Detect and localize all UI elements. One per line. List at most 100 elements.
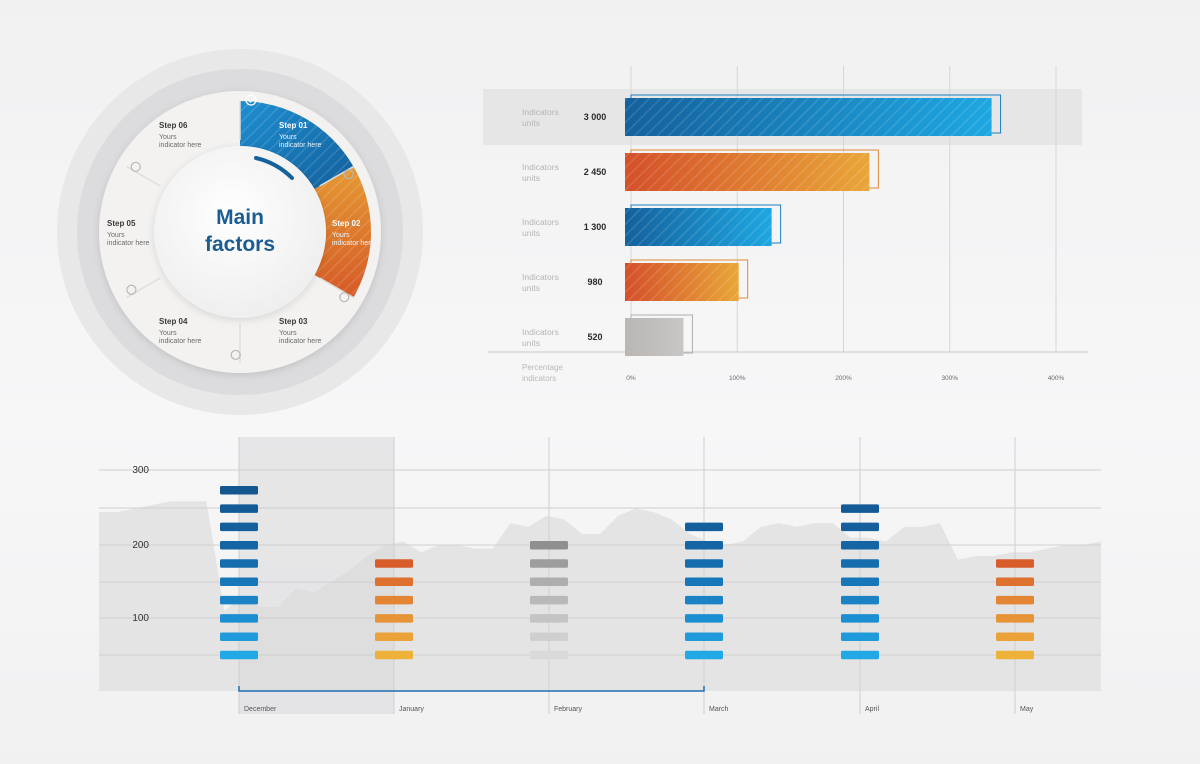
segment-march[interactable] <box>685 559 723 568</box>
segment-january[interactable] <box>375 559 413 568</box>
segment-december[interactable] <box>220 632 258 641</box>
segment-may[interactable] <box>996 650 1034 660</box>
step-4-text-line1: Yours <box>159 330 177 337</box>
segment-march[interactable] <box>685 540 723 550</box>
step-2-title: Step 02 <box>332 219 361 228</box>
center-title-line2: factors <box>205 233 275 256</box>
step-1-text-line2: indicator here <box>279 142 322 149</box>
month-label: April <box>865 706 879 713</box>
segment-december[interactable] <box>220 614 258 623</box>
segment-december[interactable] <box>220 595 258 605</box>
y-tick-label: 300 <box>132 465 149 476</box>
check-icon <box>245 94 257 106</box>
month-label: May <box>1020 706 1034 713</box>
row-label-line2: units <box>522 173 540 183</box>
month-label: March <box>709 706 729 713</box>
bar-texture <box>625 208 772 246</box>
segment-may[interactable] <box>996 559 1034 568</box>
segment-may[interactable] <box>996 632 1034 641</box>
segment-march[interactable] <box>685 650 723 660</box>
step-dot-icon <box>126 284 137 295</box>
center-title-line1: Main <box>216 206 264 229</box>
segment-march[interactable] <box>685 522 723 532</box>
monthly-segment-chart: 300 200 100 December January February March Ap… <box>99 437 1101 714</box>
step-dot-icon <box>343 169 354 180</box>
segment-december[interactable] <box>220 504 258 513</box>
row-label-line2: units <box>522 118 540 128</box>
segment-december[interactable] <box>220 486 258 495</box>
step-dot-icon <box>230 349 241 361</box>
bar-value-label: 3 000 <box>584 112 607 122</box>
wheel-slice-step-6[interactable] <box>126 101 240 189</box>
row-label-line1: Indicators <box>522 162 559 172</box>
segment-april[interactable] <box>841 614 879 623</box>
segment-march[interactable] <box>685 632 723 641</box>
segment-april[interactable] <box>841 540 879 550</box>
bar-value-label: 2 450 <box>584 167 607 177</box>
y-tick-label: 100 <box>132 613 149 624</box>
segment-january[interactable] <box>375 577 413 587</box>
row-label-line1: Indicators <box>522 107 559 117</box>
bar-texture <box>625 263 739 301</box>
x-tick-label: 300% <box>941 375 958 382</box>
segment-january[interactable] <box>375 595 413 605</box>
segment-april[interactable] <box>841 595 879 605</box>
segment-december[interactable] <box>220 522 258 532</box>
segment-february[interactable] <box>530 540 568 550</box>
segment-april[interactable] <box>841 504 879 513</box>
step-2-text-line2: indicator here <box>332 240 375 247</box>
segment-april[interactable] <box>841 559 879 568</box>
bar-5[interactable] <box>625 318 684 356</box>
step-3-text-line1: Yours <box>279 330 297 337</box>
x-tick-label: 200% <box>835 375 852 382</box>
segment-december[interactable] <box>220 559 258 568</box>
segment-april[interactable] <box>841 522 879 532</box>
wheel-slice-step-5[interactable] <box>109 166 166 298</box>
row-label-line2: units <box>522 338 540 348</box>
wheel-slice-step-3[interactable] <box>240 275 354 363</box>
step-6-text-line1: Yours <box>159 134 177 141</box>
segment-april[interactable] <box>841 650 879 660</box>
segment-march[interactable] <box>685 614 723 623</box>
segment-february[interactable] <box>530 559 568 568</box>
segment-april[interactable] <box>841 577 879 587</box>
segment-may[interactable] <box>996 614 1034 623</box>
step-6-text-line2: indicator here <box>159 142 202 149</box>
step-5-text-line1: Yours <box>107 232 125 239</box>
x-tick-label: 0% <box>626 375 636 382</box>
segment-january[interactable] <box>375 614 413 623</box>
segment-february[interactable] <box>530 650 568 660</box>
wheel-center <box>154 146 326 318</box>
step-1-title: Step 01 <box>279 121 308 130</box>
segment-february[interactable] <box>530 614 568 623</box>
segment-february[interactable] <box>530 595 568 605</box>
step-4-text-line2: indicator here <box>159 338 202 345</box>
segment-december[interactable] <box>220 540 258 550</box>
segment-april[interactable] <box>841 632 879 641</box>
month-label: February <box>554 706 583 713</box>
axis-label-line2: indicators <box>522 374 556 383</box>
segment-march[interactable] <box>685 595 723 605</box>
segment-january[interactable] <box>375 632 413 641</box>
step-dot-icon <box>339 292 350 303</box>
segment-february[interactable] <box>530 632 568 641</box>
segment-february[interactable] <box>530 577 568 587</box>
segment-december[interactable] <box>220 577 258 587</box>
month-label: December <box>244 706 277 713</box>
y-tick-label: 200 <box>132 540 149 551</box>
step-6-title: Step 06 <box>159 121 188 130</box>
wheel-center-accent <box>254 156 294 180</box>
range-bracket <box>238 686 705 692</box>
segment-march[interactable] <box>685 577 723 587</box>
bar-value-label: 980 <box>587 277 602 287</box>
x-tick-label: 400% <box>1048 375 1065 382</box>
row-label-line2: units <box>522 283 540 293</box>
wheel-slice-step-4[interactable] <box>126 275 240 363</box>
step-1-text-line1: Yours <box>279 134 297 141</box>
segment-december[interactable] <box>220 650 258 660</box>
segment-may[interactable] <box>996 595 1034 605</box>
segment-january[interactable] <box>375 650 413 660</box>
segment-may[interactable] <box>996 577 1034 587</box>
